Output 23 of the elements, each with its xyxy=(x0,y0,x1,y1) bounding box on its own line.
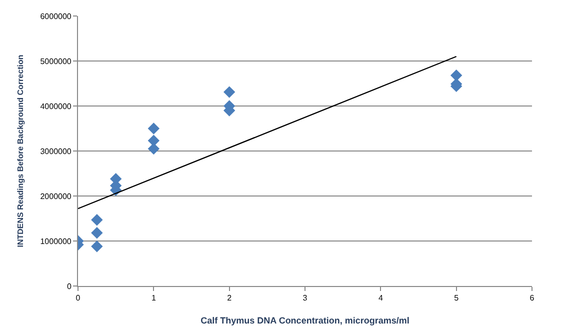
point xyxy=(450,70,462,82)
y-tick-label: 4000000 xyxy=(40,102,72,111)
y-tick-label: 1000000 xyxy=(40,236,72,246)
point xyxy=(148,122,160,134)
x-axis-title: Calf Thymus DNA Concentration, micrograms/ml xyxy=(200,315,410,326)
y-tick-label: 0 xyxy=(66,282,72,291)
point xyxy=(223,86,236,98)
point xyxy=(91,227,103,239)
x-tick-label: 4 xyxy=(378,294,384,303)
x-tick-label: 2 xyxy=(227,294,232,303)
point xyxy=(148,134,160,146)
x-tick-label: 3 xyxy=(302,294,308,303)
y-tick-label: 2000000 xyxy=(40,192,72,201)
y-tick-label: 3000000 xyxy=(40,146,72,156)
y-tick-label: 6000000 xyxy=(40,12,72,21)
y-axis-title: INTDENS Readings Before Background Correction xyxy=(16,54,25,248)
point xyxy=(91,240,103,252)
x-tick-label: 5 xyxy=(454,294,460,303)
point xyxy=(91,214,103,226)
x-tick-label: 1 xyxy=(151,294,156,303)
y-tick-label: 5000000 xyxy=(40,56,72,66)
x-tick-label: 6 xyxy=(530,294,535,303)
x-tick-label: 0 xyxy=(76,294,81,303)
